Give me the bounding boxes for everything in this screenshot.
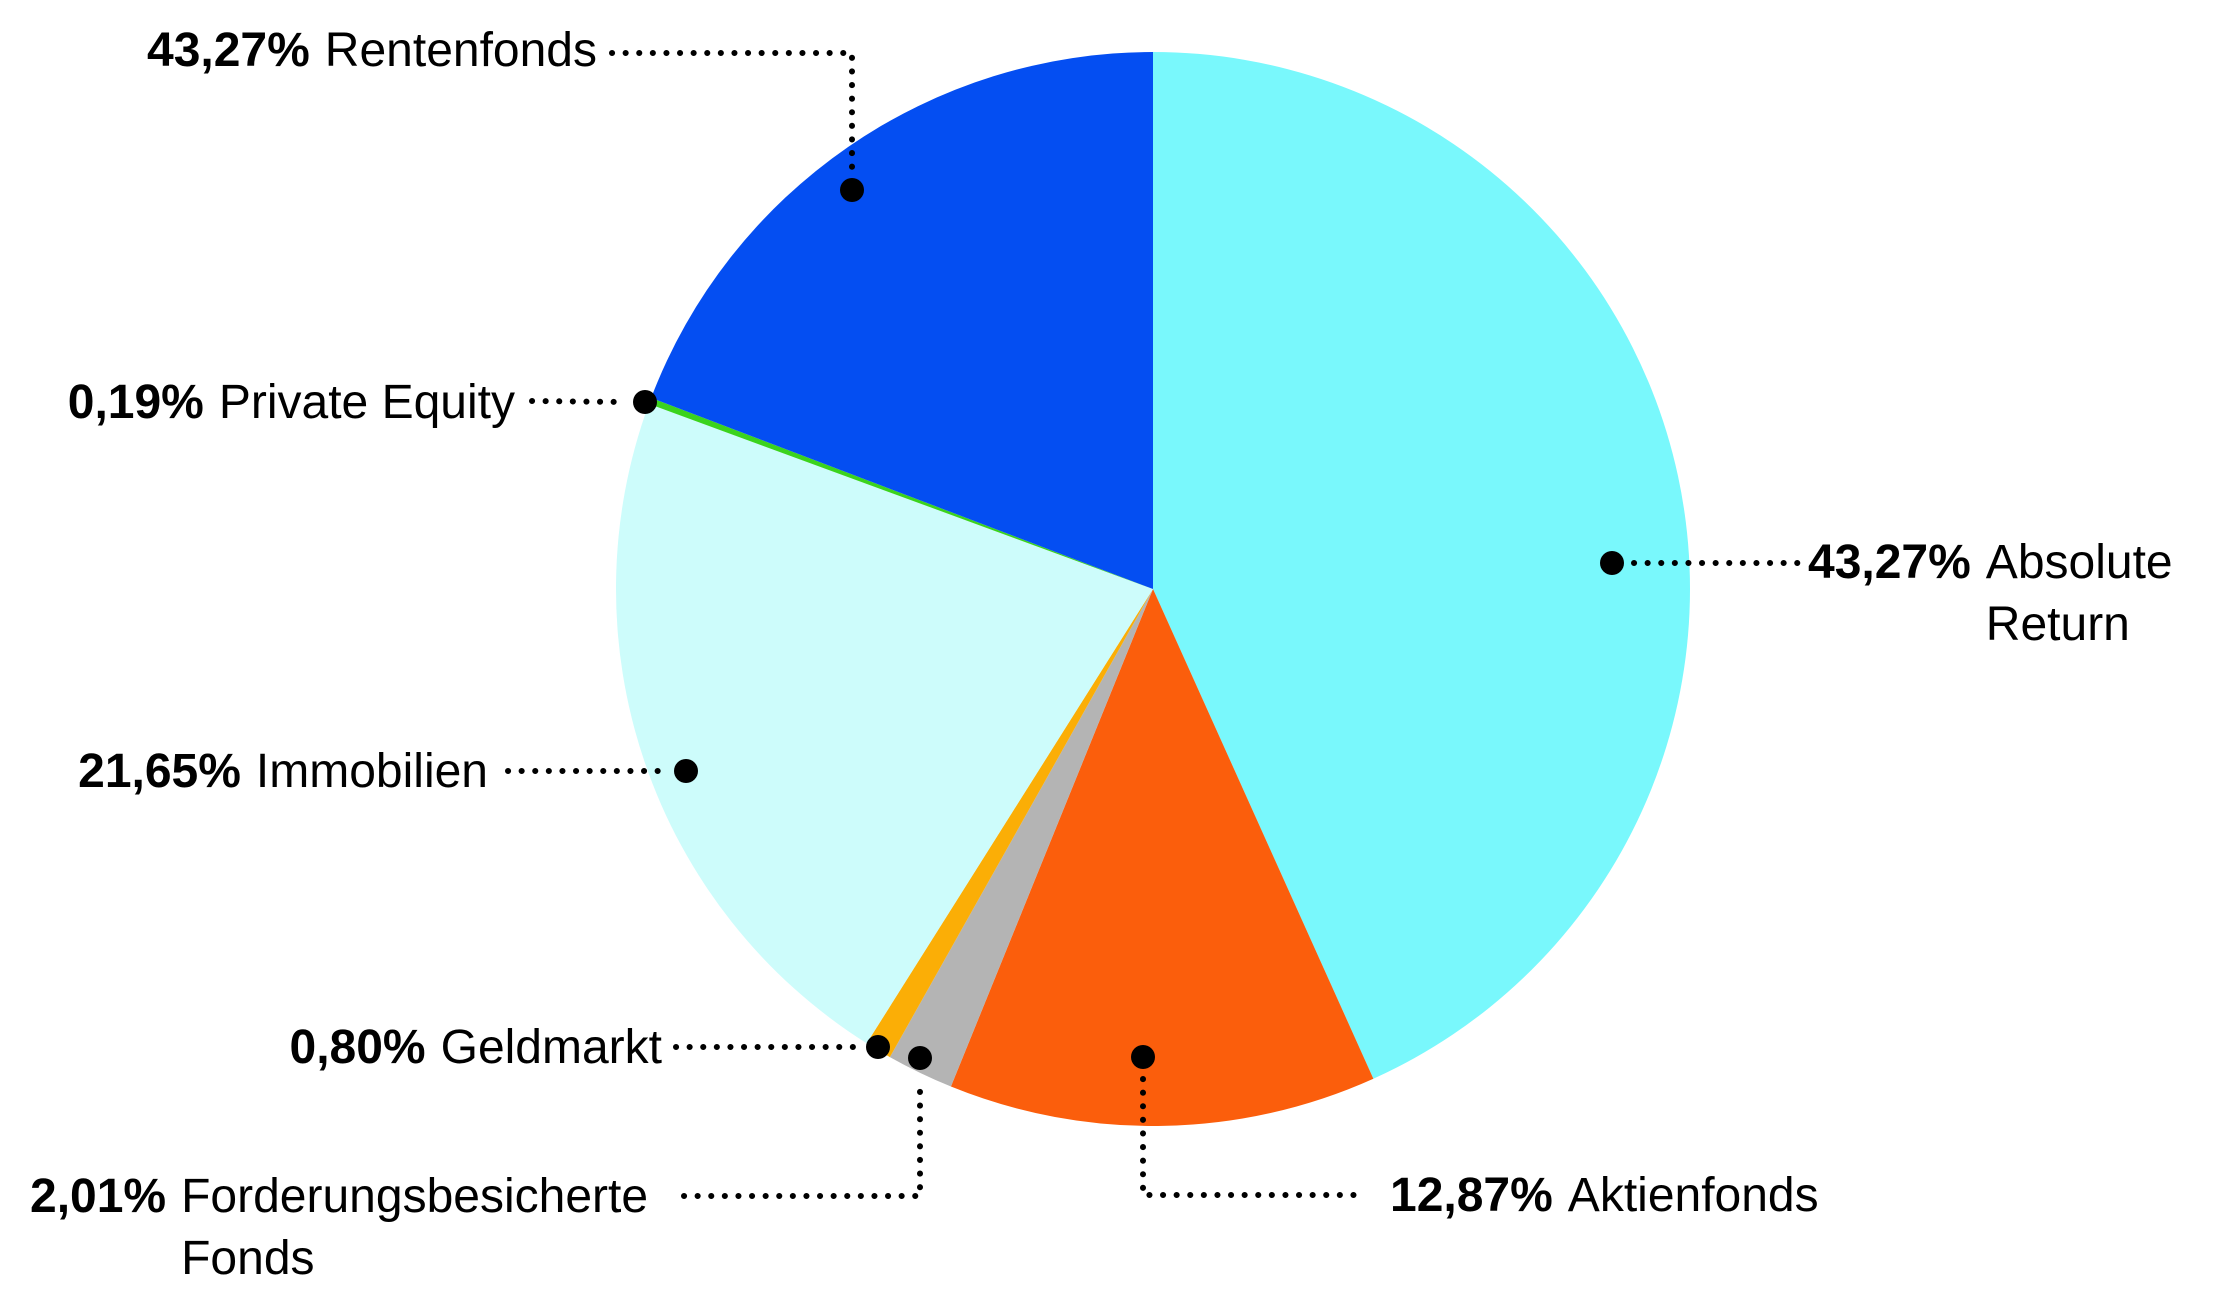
- label-rentenfonds-pct: 43,27%: [147, 24, 310, 77]
- slice-immobilien: [616, 403, 1153, 1044]
- label-forderungsbesicherte-fonds-name: Forderungsbesicherte Fonds: [181, 1170, 649, 1285]
- label-forderungsbesicherte-fonds: 2,01% Forderungsbesicherte Fonds: [30, 1166, 681, 1290]
- label-aktienfonds-name: Aktienfonds: [1567, 1169, 1819, 1222]
- slice-private-equity: [648, 397, 1153, 589]
- label-absolute-return-name: Absolute Return: [1985, 536, 2173, 651]
- connector-forderungsbesicherte-fonds: [681, 1077, 923, 1199]
- label-private-equity-pct: 0,19%: [67, 376, 204, 429]
- label-private-equity: 0,19% Private Equity: [68, 374, 515, 431]
- label-aktienfonds-pct: 12,87%: [1390, 1169, 1553, 1222]
- label-aktienfonds: 12,87% Aktienfonds: [1390, 1167, 1819, 1224]
- label-forderungsbesicherte-fonds-pct: 2,01%: [30, 1170, 167, 1223]
- label-absolute-return: 43,27% Absolute Return: [1808, 532, 2213, 656]
- label-rentenfonds: 43,27% Rentenfonds: [147, 22, 597, 79]
- label-immobilien-pct: 21,65%: [78, 745, 241, 798]
- connector-aktienfonds: [1140, 1076, 1369, 1198]
- slice-rentenfonds: [651, 51, 1153, 589]
- label-immobilien: 21,65% Immobilien: [78, 743, 488, 800]
- slice-absolute-return: [1153, 52, 1690, 1079]
- marker-dot-geldmarkt: [866, 1035, 890, 1059]
- label-geldmarkt-pct: 0,80%: [289, 1021, 426, 1074]
- marker-dot-aktienfonds: [1131, 1045, 1155, 1069]
- slice-aktienfonds: [950, 589, 1374, 1126]
- slice-forderungsbesicherte-fonds: [889, 589, 1153, 1087]
- label-geldmarkt-name: Geldmarkt: [440, 1021, 662, 1074]
- marker-dot-absolute-return: [1600, 551, 1624, 575]
- label-rentenfonds-name: Rentenfonds: [324, 24, 597, 77]
- marker-dot-private-equity: [633, 390, 657, 414]
- marker-dot-immobilien: [674, 759, 698, 783]
- label-absolute-return-pct: 43,27%: [1808, 536, 1971, 589]
- connector-rentenfonds: [609, 50, 855, 171]
- pie-slices: [616, 51, 1690, 1126]
- connector-private-equity: [529, 398, 627, 405]
- label-immobilien-name: Immobilien: [255, 745, 488, 798]
- label-geldmarkt: 0,80% Geldmarkt: [290, 1019, 663, 1076]
- slice-geldmarkt: [866, 589, 1153, 1058]
- marker-dot-rentenfonds: [840, 178, 864, 202]
- marker-dot-forderungsbesicherte-fonds: [908, 1046, 932, 1070]
- label-private-equity-name: Private Equity: [218, 376, 515, 429]
